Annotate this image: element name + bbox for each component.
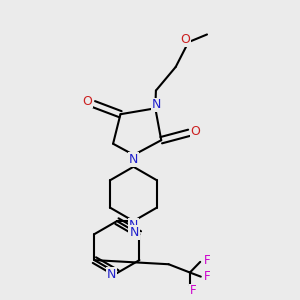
Text: F: F bbox=[203, 254, 210, 267]
Text: N: N bbox=[152, 98, 161, 111]
Text: N: N bbox=[107, 268, 116, 281]
Text: F: F bbox=[204, 270, 211, 283]
Text: N: N bbox=[129, 226, 139, 239]
Text: N: N bbox=[129, 219, 138, 232]
Text: N: N bbox=[128, 153, 138, 166]
Text: O: O bbox=[181, 33, 190, 46]
Text: F: F bbox=[190, 284, 196, 297]
Text: O: O bbox=[82, 95, 92, 108]
Text: O: O bbox=[190, 124, 200, 137]
